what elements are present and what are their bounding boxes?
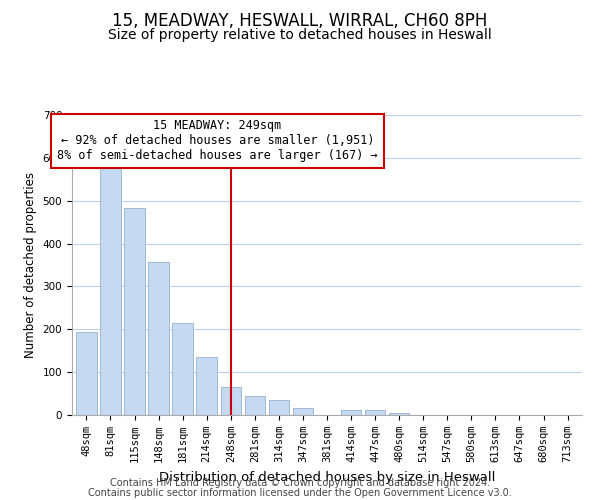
Text: 15 MEADWAY: 249sqm
← 92% of detached houses are smaller (1,951)
8% of semi-detac: 15 MEADWAY: 249sqm ← 92% of detached hou… — [57, 120, 377, 162]
Bar — [124, 208, 145, 415]
Bar — [341, 410, 361, 415]
Bar — [245, 396, 265, 415]
Bar — [76, 332, 97, 415]
Bar — [196, 357, 217, 415]
Text: Contains public sector information licensed under the Open Government Licence v3: Contains public sector information licen… — [88, 488, 512, 498]
Y-axis label: Number of detached properties: Number of detached properties — [24, 172, 37, 358]
Bar — [389, 413, 409, 415]
X-axis label: Distribution of detached houses by size in Heswall: Distribution of detached houses by size … — [159, 470, 495, 484]
Bar — [293, 408, 313, 415]
Bar — [148, 262, 169, 415]
Text: Size of property relative to detached houses in Heswall: Size of property relative to detached ho… — [108, 28, 492, 42]
Text: 15, MEADWAY, HESWALL, WIRRAL, CH60 8PH: 15, MEADWAY, HESWALL, WIRRAL, CH60 8PH — [112, 12, 488, 30]
Text: Contains HM Land Registry data © Crown copyright and database right 2024.: Contains HM Land Registry data © Crown c… — [110, 478, 490, 488]
Bar — [269, 400, 289, 415]
Bar — [100, 166, 121, 415]
Bar — [172, 323, 193, 415]
Bar — [365, 410, 385, 415]
Bar — [221, 387, 241, 415]
